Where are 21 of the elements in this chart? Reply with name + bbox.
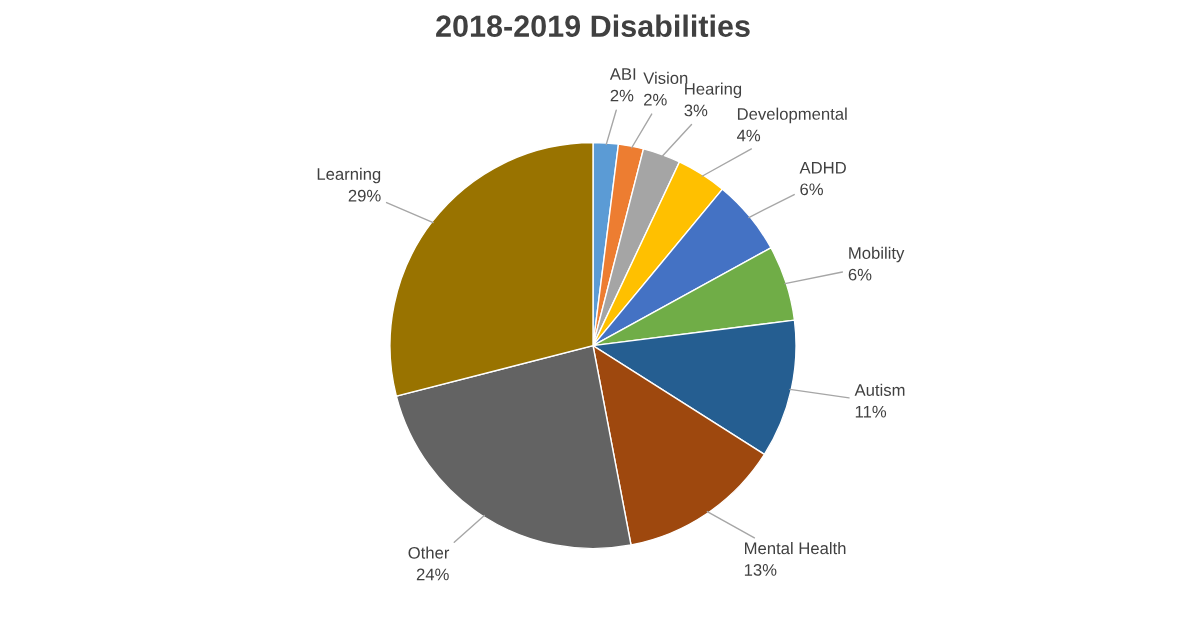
slice-label: Developmental bbox=[737, 107, 847, 124]
slice-label: Vision bbox=[643, 71, 688, 85]
slice-label: ABI bbox=[609, 68, 636, 80]
data-label: 3% bbox=[684, 104, 708, 117]
data-label: 2% bbox=[644, 93, 667, 106]
chart-title: 2018-2019 Disabilities bbox=[436, 14, 750, 37]
data-label: 29% bbox=[348, 189, 381, 202]
slice-label: Mobility bbox=[849, 246, 905, 263]
data-label: 6% bbox=[848, 268, 872, 281]
slice-label: Other bbox=[408, 546, 450, 559]
data-label: 13% bbox=[744, 564, 777, 576]
data-label: 4% bbox=[736, 129, 761, 142]
slice-label: Mental Health bbox=[745, 541, 846, 555]
slice-label: ADHD bbox=[799, 162, 846, 174]
data-label: 2% bbox=[610, 89, 634, 102]
data-label: 11% bbox=[855, 405, 887, 418]
slice-label: Autism bbox=[854, 383, 905, 396]
slice-label: Hearing bbox=[685, 82, 742, 99]
data-label: 24% bbox=[416, 568, 449, 581]
data-label: 6% bbox=[800, 183, 823, 196]
slice-label: Learning bbox=[317, 167, 381, 184]
